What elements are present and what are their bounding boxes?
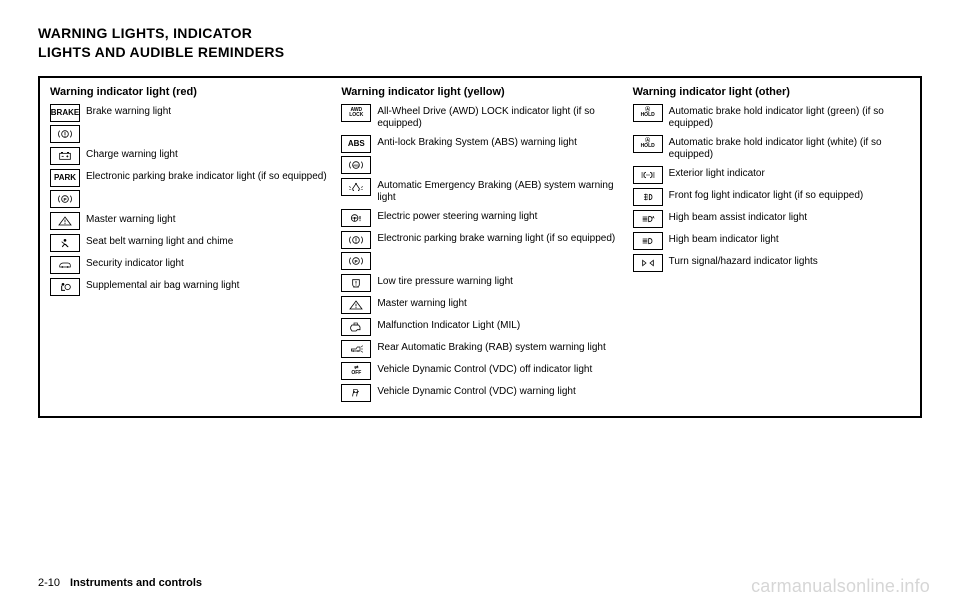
- column-header: Warning indicator light (yellow): [341, 86, 618, 98]
- indicator-icon: ABS: [341, 135, 371, 153]
- indicator-icon: [341, 384, 371, 402]
- column-other: Warning indicator light (other) ⒶHOLD Auto…: [633, 86, 910, 406]
- indicator-row: High beam indicator light: [633, 232, 910, 250]
- column-red: Warning indicator light (red) BRAKE Brake …: [50, 86, 327, 406]
- indicator-description: Exterior light indicator: [669, 166, 765, 181]
- indicator-row: Rear Automatic Braking (RAB) system warn…: [341, 340, 618, 358]
- indicator-row: Exterior light indicator: [633, 166, 910, 184]
- indicator-row: Master warning light: [50, 212, 327, 230]
- indicator-description: Electronic parking brake indicator light…: [86, 169, 327, 184]
- indicator-row: Front fog light indicator light (if so e…: [633, 188, 910, 206]
- indicator-row: Security indicator light: [50, 256, 327, 274]
- indicator-icon: ABS: [341, 156, 371, 174]
- indicator-row: Electric power steering warning light: [341, 209, 618, 227]
- indicator-row: Charge warning light: [50, 147, 327, 165]
- indicator-description: Master warning light: [377, 296, 466, 311]
- indicator-icon: [341, 274, 371, 292]
- indicator-icon: [50, 278, 80, 296]
- indicator-description: Seat belt warning light and chime: [86, 234, 233, 249]
- indicator-icon: [50, 234, 80, 252]
- indicator-description: Electronic parking brake warning light (…: [377, 231, 615, 246]
- indicator-icon: [341, 178, 371, 196]
- indicator-icon: [633, 232, 663, 250]
- watermark: carmanualsonline.info: [751, 576, 930, 597]
- indicator-icon: [50, 147, 80, 165]
- indicator-description: All-Wheel Drive (AWD) LOCK indicator lig…: [377, 104, 618, 131]
- warning-lights-panel: Warning indicator light (red) BRAKE Brake …: [38, 76, 922, 418]
- indicator-description: Low tire pressure warning light: [377, 274, 513, 289]
- indicator-row: Seat belt warning light and chime: [50, 234, 327, 252]
- indicator-icon: P: [50, 190, 80, 208]
- indicator-icon: [633, 254, 663, 272]
- indicator-icon: A: [633, 210, 663, 228]
- indicator-icon: P: [341, 252, 371, 270]
- indicator-icon: ⒶHOLD: [633, 135, 663, 153]
- indicator-row: AWDLOCK All-Wheel Drive (AWD) LOCK indica…: [341, 104, 618, 131]
- indicator-description: High beam indicator light: [669, 232, 779, 247]
- indicator-row: BRAKE Brake warning light: [50, 104, 327, 143]
- indicator-row: ⒶHOLD Automatic brake hold indicator ligh…: [633, 104, 910, 131]
- indicator-icon: [341, 318, 371, 336]
- indicator-description: Automatic brake hold indicator light (wh…: [669, 135, 910, 162]
- column-yellow: Warning indicator light (yellow)AWDLOCKA…: [341, 86, 618, 406]
- indicator-description: Rear Automatic Braking (RAB) system warn…: [377, 340, 605, 355]
- column-header: Warning indicator light (other): [633, 86, 910, 98]
- indicator-icon: [341, 209, 371, 227]
- indicator-icon: [50, 212, 80, 230]
- indicator-icon: ⇌OFF: [341, 362, 371, 380]
- indicator-row: ABS ABS Anti-lock Braking System (ABS) war…: [341, 135, 618, 174]
- indicator-row: ⒶHOLD Automatic brake hold indicator ligh…: [633, 135, 910, 162]
- indicator-icon: ⒶHOLD: [633, 104, 663, 122]
- indicator-description: High beam assist indicator light: [669, 210, 807, 225]
- indicator-row: Turn signal/hazard indicator lights: [633, 254, 910, 272]
- indicator-row: Low tire pressure warning light: [341, 274, 618, 292]
- page-footer: 2-10 Instruments and controls: [38, 577, 202, 589]
- indicator-description: Vehicle Dynamic Control (VDC) off indica…: [377, 362, 592, 377]
- page-number: 2-10: [38, 577, 60, 589]
- indicator-row: Malfunction Indicator Light (MIL): [341, 318, 618, 336]
- column-header: Warning indicator light (red): [50, 86, 327, 98]
- indicator-description: Anti-lock Braking System (ABS) warning l…: [377, 135, 577, 150]
- indicator-description: Security indicator light: [86, 256, 184, 271]
- title-line2: LIGHTS AND AUDIBLE REMINDERS: [38, 44, 284, 60]
- indicator-description: Automatic Emergency Braking (AEB) system…: [377, 178, 618, 205]
- indicator-description: Vehicle Dynamic Control (VDC) warning li…: [377, 384, 575, 399]
- indicator-icon: [50, 256, 80, 274]
- indicator-description: Electric power steering warning light: [377, 209, 537, 224]
- page-title: WARNING LIGHTS, INDICATOR LIGHTS AND AUD…: [38, 24, 922, 62]
- indicator-description: Malfunction Indicator Light (MIL): [377, 318, 520, 333]
- svg-text:ABS: ABS: [354, 163, 360, 167]
- svg-text:P: P: [355, 259, 358, 264]
- indicator-row: PARK P Electronic parking brake indicator …: [50, 169, 327, 208]
- indicator-description: Front fog light indicator light (if so e…: [669, 188, 864, 203]
- indicator-row: Vehicle Dynamic Control (VDC) warning li…: [341, 384, 618, 402]
- indicator-description: Master warning light: [86, 212, 175, 227]
- indicator-row: P Electronic parking brake warning light …: [341, 231, 618, 270]
- indicator-row: A High beam assist indicator light: [633, 210, 910, 228]
- svg-text:A: A: [652, 215, 655, 219]
- indicator-row: Supplemental air bag warning light: [50, 278, 327, 296]
- section-name: Instruments and controls: [70, 577, 202, 589]
- indicator-description: Charge warning light: [86, 147, 178, 162]
- indicator-icon: BRAKE: [50, 104, 80, 122]
- indicator-description: Turn signal/hazard indicator lights: [669, 254, 818, 269]
- indicator-icon: AWDLOCK: [341, 104, 371, 122]
- title-line1: WARNING LIGHTS, INDICATOR: [38, 25, 252, 41]
- indicator-description: Supplemental air bag warning light: [86, 278, 239, 293]
- indicator-icon: [633, 188, 663, 206]
- indicator-icon: PARK: [50, 169, 80, 187]
- indicator-icon: [50, 125, 80, 143]
- indicator-row: ⇌OFF Vehicle Dynamic Control (VDC) off in…: [341, 362, 618, 380]
- indicator-icon: [341, 296, 371, 314]
- indicator-row: Automatic Emergency Braking (AEB) system…: [341, 178, 618, 205]
- svg-text:P: P: [63, 197, 66, 202]
- indicator-icon: [341, 340, 371, 358]
- indicator-row: Master warning light: [341, 296, 618, 314]
- indicator-icon: [341, 231, 371, 249]
- indicator-description: Brake warning light: [86, 104, 171, 119]
- indicator-description: Automatic brake hold indicator light (gr…: [669, 104, 910, 131]
- indicator-icon: [633, 166, 663, 184]
